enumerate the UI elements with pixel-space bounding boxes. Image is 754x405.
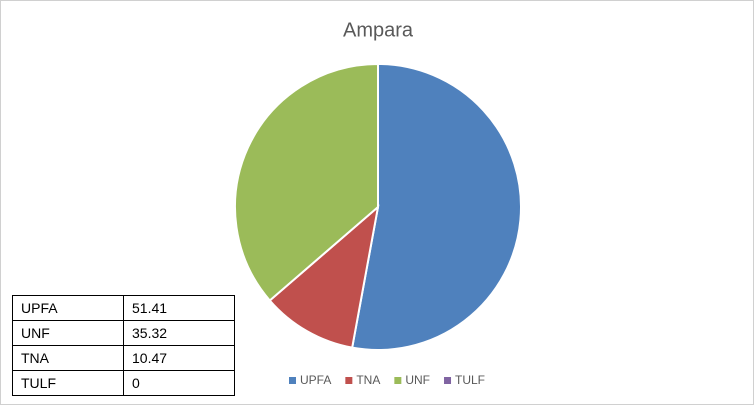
legend-label: TULF: [455, 373, 485, 387]
table-row: TULF 0: [12, 370, 235, 396]
legend-label: UPFA: [300, 373, 331, 387]
table-row: TNA 10.47: [12, 345, 235, 371]
pie-slice: [268, 204, 380, 349]
pie-slice: [234, 62, 379, 302]
table-value: 51.41: [123, 295, 235, 321]
legend-swatch: [444, 377, 452, 384]
table-row: UNF 35.32: [12, 320, 235, 346]
table-row: UPFA 51.41: [12, 295, 235, 321]
table-label: UPFA: [12, 295, 124, 321]
pie-slice: [351, 62, 522, 351]
table-value: 35.32: [123, 320, 235, 346]
table-value: 10.47: [123, 345, 235, 371]
table-label: UNF: [12, 320, 124, 346]
chart-title: Ampara: [343, 19, 414, 41]
legend-label: TNA: [356, 373, 380, 387]
data-table: UPFA 51.41 UNF 35.32 TNA 10.47 TULF 0: [12, 295, 235, 396]
legend-swatch: [289, 377, 296, 384]
legend-swatch: [394, 377, 402, 384]
legend-label: UNF: [405, 373, 430, 387]
legend-swatch: [345, 377, 353, 384]
table-label: TULF: [12, 370, 124, 396]
table-value: 0: [123, 370, 235, 396]
table-label: TNA: [12, 345, 124, 371]
